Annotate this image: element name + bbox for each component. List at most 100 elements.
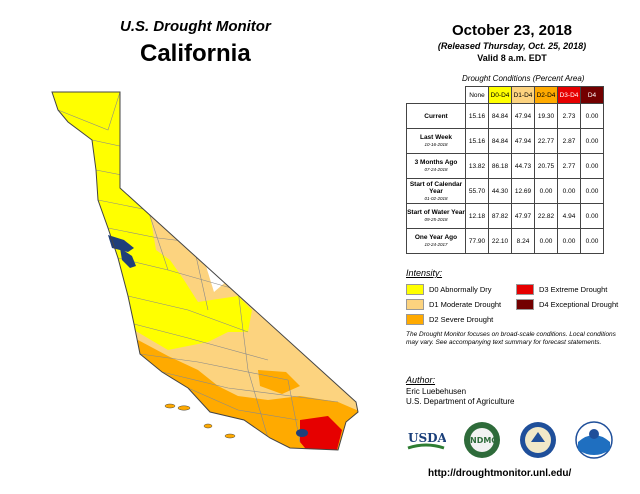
table-cell: 12.69 (511, 178, 535, 204)
noaa-logo-icon (575, 421, 613, 459)
valid-time: Valid 8 a.m. EDT (477, 53, 547, 63)
table-cell: 0.00 (580, 178, 604, 204)
table-cell: 13.82 (465, 153, 489, 179)
none-sacramento-region (162, 156, 198, 196)
corner-cell (407, 87, 466, 104)
usda-logo-icon: USDA (407, 431, 446, 450)
legend-label-d1: D1 Moderate Drought (429, 300, 502, 309)
ndmc-logo-icon: NDMC (464, 422, 500, 458)
row-label-text: Start of Calendar Year (409, 180, 463, 195)
legend-swatch-d3 (516, 284, 534, 295)
column-header-1: D0-D4 (488, 86, 512, 104)
map-title-line1: U.S. Drought Monitor (120, 18, 271, 35)
table-cell: 4.94 (557, 203, 581, 229)
row-date: 10-24-2017 (424, 242, 448, 247)
legend-label-d0: D0 Abnormally Dry (429, 285, 492, 294)
legend-label-d2: D2 Severe Drought (429, 315, 494, 324)
table-cell: 22.82 (534, 203, 558, 229)
table-cell: 84.84 (488, 103, 512, 129)
row-label: Current (406, 103, 466, 129)
table-cell: 47.94 (511, 103, 535, 129)
ndmc-logo-text: NDMC (470, 436, 497, 445)
table-cell: 47.94 (511, 128, 535, 154)
table-cell: 0.00 (557, 228, 581, 254)
table-cell: 0.00 (580, 203, 604, 229)
table-cell: 8.24 (511, 228, 535, 254)
doc-seal-icon (520, 422, 556, 458)
column-header-4: D3-D4 (557, 86, 581, 104)
row-date: 10-16-2018 (424, 142, 448, 147)
state-outline (51, 91, 359, 451)
author-name: Eric Luebehusen (406, 387, 467, 396)
table-cell: 22.77 (534, 128, 558, 154)
table-cell: 44.73 (511, 153, 535, 179)
row-label-text: 3 Months Ago (414, 159, 458, 166)
legend-label-d3: D3 Extreme Drought (539, 285, 608, 294)
table-cell: 2.77 (557, 153, 581, 179)
table-cell: 0.00 (580, 128, 604, 154)
d2-south-region (128, 340, 358, 450)
legend-swatch-d2 (406, 314, 424, 325)
table-cell: 20.75 (534, 153, 558, 179)
legend-item-d1: D1 Moderate Drought (406, 299, 501, 310)
row-label-text: Last Week (419, 134, 453, 141)
conditions-caption: Drought Conditions (Percent Area) (462, 74, 585, 83)
table-cell: 55.70 (465, 178, 489, 204)
row-label: Start of Water Year 09-25-2018 (406, 203, 466, 229)
website-link[interactable]: http://droughtmonitor.unl.edu/ (428, 468, 572, 479)
legend-swatch-d1 (406, 299, 424, 310)
row-label-text: Start of Water Year (407, 209, 465, 216)
usda-logo-text: USDA (408, 431, 446, 445)
table-cell: 22.10 (488, 228, 512, 254)
d0-sierra-region (198, 296, 252, 332)
map-title-region: California (140, 40, 251, 67)
legend-swatch-d0 (406, 284, 424, 295)
table-cell: 0.00 (534, 228, 558, 254)
table-cell: 0.00 (557, 178, 581, 204)
table-row: Start of Water Year 09-25-2018 12.18 87.82 4… (406, 203, 604, 229)
legend-item-d2: D2 Severe Drought (406, 314, 493, 325)
row-label: Last Week 10-16-2018 (406, 128, 466, 154)
row-date: 01-02-2018 (424, 195, 448, 201)
d0-north-region (52, 92, 228, 350)
legend-item-d4: D4 Exceptional Drought (516, 299, 618, 310)
conditions-header-row: None D0-D4 D1-D4 D2-D4 D3-D4 D4 (407, 86, 604, 104)
legend-label-d4: D4 Exceptional Drought (539, 300, 619, 309)
conditions-table: None D0-D4 D1-D4 D2-D4 D3-D4 D4 Current 15.16 8… (406, 86, 604, 254)
release-date: (Released Thursday, Oct. 25, 2018) (437, 41, 587, 51)
column-header-3: D2-D4 (534, 86, 558, 104)
table-cell: 44.30 (488, 178, 512, 204)
d3-extreme-region (300, 416, 342, 450)
sf-bay-south (120, 248, 136, 268)
date-block: October 23, 2018 (Released Thursday, Oct… (408, 22, 616, 63)
row-label-text: Current (424, 112, 448, 120)
legend-item-d0: D0 Abnormally Dry (406, 284, 492, 295)
table-cell: 77.90 (465, 228, 489, 254)
legend-swatch-d4 (516, 299, 534, 310)
column-header-0: None (465, 86, 489, 104)
table-row: Current 15.16 84.84 47.94 19.30 2.73 0.00 (406, 103, 604, 129)
row-label: 3 Months Ago 07-24-2018 (406, 153, 466, 179)
table-cell: 84.84 (488, 128, 512, 154)
table-cell: 0.00 (534, 178, 558, 204)
table-row: One Year Ago 10-24-2017 77.90 22.10 8.24 0.00… (406, 228, 604, 254)
row-label-text: One Year Ago (414, 234, 458, 241)
table-row: Start of Calendar Year 01-02-2018 55.70 44.… (406, 178, 604, 204)
legend-item-d3: D3 Extreme Drought (516, 284, 607, 295)
table-cell: 12.18 (465, 203, 489, 229)
row-label: One Year Ago 10-24-2017 (406, 228, 466, 254)
map-date: October 23, 2018 (451, 22, 573, 39)
table-cell: 0.00 (580, 103, 604, 129)
table-row: 3 Months Ago 07-24-2018 13.82 86.18 44.73 20.… (406, 153, 604, 179)
table-cell: 19.30 (534, 103, 558, 129)
disclaimer-note: The Drought Monitor focuses on broad-sca… (406, 331, 616, 346)
table-cell: 2.73 (557, 103, 581, 129)
author-heading: Author: (406, 375, 436, 385)
table-cell: 2.87 (557, 128, 581, 154)
column-header-5: D4 (580, 86, 604, 104)
table-cell: 0.00 (580, 153, 604, 179)
table-row: Last Week 10-16-2018 15.16 84.84 47.94 22.77 2… (406, 128, 604, 154)
table-cell: 87.82 (488, 203, 512, 229)
table-cell: 15.16 (465, 103, 489, 129)
table-cell: 0.00 (580, 228, 604, 254)
